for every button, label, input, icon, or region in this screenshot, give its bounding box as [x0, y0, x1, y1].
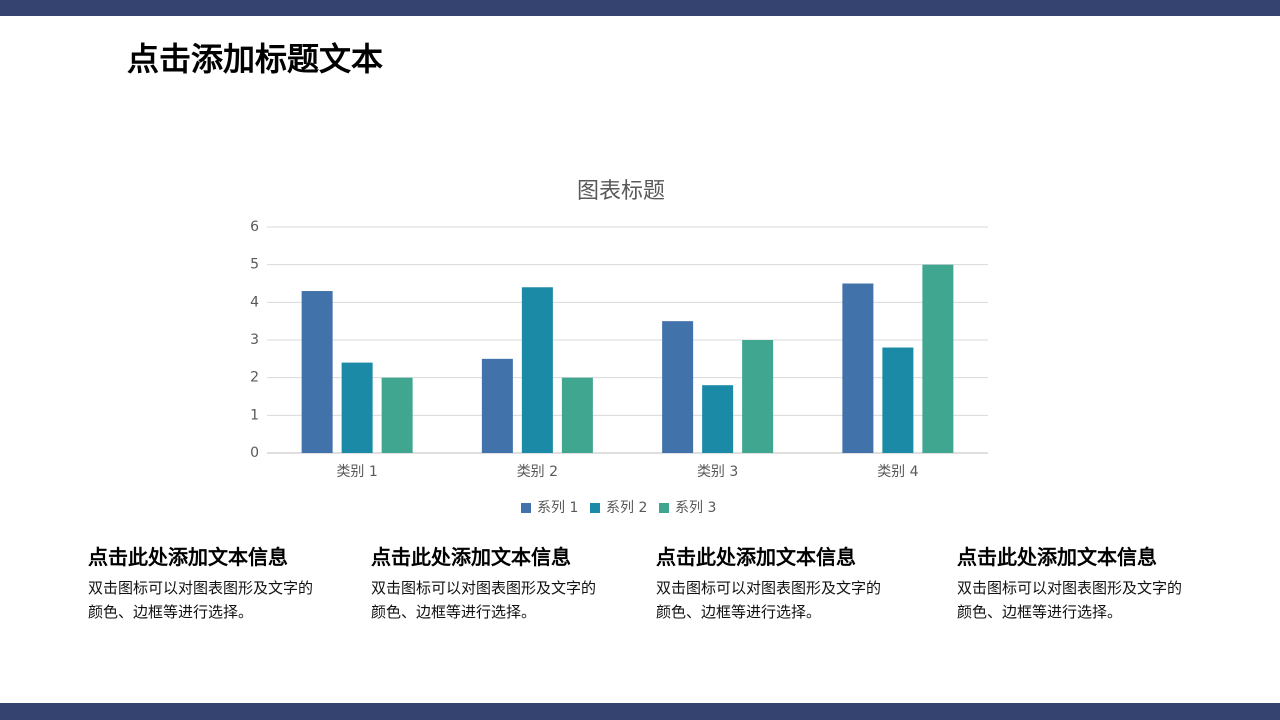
text-block: 点击此处添加文本信息双击图标可以对图表图形及文字的颜色、边框等进行选择。	[957, 541, 1197, 624]
block-heading: 点击此处添加文本信息	[88, 545, 288, 569]
block-heading: 点击此处添加文本信息	[371, 545, 571, 569]
bar	[521, 287, 553, 453]
x-tick-label: 类别 4	[877, 464, 918, 480]
bar	[561, 377, 593, 453]
y-tick-label: 5	[250, 257, 259, 273]
slide-title: 点击添加标题文本	[127, 40, 384, 78]
top-band	[0, 0, 1280, 16]
legend-swatch	[659, 503, 669, 513]
bar	[702, 385, 734, 453]
bottom-band	[0, 703, 1280, 720]
y-tick-label: 4	[250, 294, 259, 310]
bar	[922, 264, 954, 453]
bar	[662, 321, 694, 453]
bar	[742, 340, 774, 453]
block-body: 双击图标可以对图表图形及文字的颜色、边框等进行选择。	[957, 579, 1183, 621]
y-tick-label: 0	[250, 445, 259, 461]
y-tick-label: 2	[250, 370, 259, 386]
chart-title: 图表标题	[577, 179, 665, 204]
legend-swatch	[590, 503, 600, 513]
bar	[481, 358, 513, 453]
x-tick-label: 类别 1	[336, 464, 377, 480]
bar	[301, 291, 333, 453]
x-tick-label: 类别 3	[697, 464, 738, 480]
legend-label: 系列 1	[537, 500, 578, 516]
block-heading: 点击此处添加文本信息	[957, 545, 1157, 569]
y-tick-label: 6	[250, 219, 259, 235]
bar	[842, 283, 874, 453]
bar	[882, 347, 914, 453]
bar	[341, 362, 373, 453]
block-body: 双击图标可以对图表图形及文字的颜色、边框等进行选择。	[88, 579, 314, 621]
text-block: 点击此处添加文本信息双击图标可以对图表图形及文字的颜色、边框等进行选择。	[88, 541, 328, 624]
legend-label: 系列 3	[675, 500, 716, 516]
text-block: 点击此处添加文本信息双击图标可以对图表图形及文字的颜色、边框等进行选择。	[371, 541, 611, 624]
block-heading: 点击此处添加文本信息	[656, 545, 856, 569]
block-body: 双击图标可以对图表图形及文字的颜色、边框等进行选择。	[371, 579, 597, 621]
block-body: 双击图标可以对图表图形及文字的颜色、边框等进行选择。	[656, 579, 882, 621]
legend-label: 系列 2	[606, 500, 647, 516]
legend-swatch	[521, 503, 531, 513]
text-block: 点击此处添加文本信息双击图标可以对图表图形及文字的颜色、边框等进行选择。	[656, 541, 896, 624]
bar	[381, 377, 413, 453]
y-tick-label: 3	[250, 332, 259, 348]
y-tick-label: 1	[250, 407, 259, 423]
x-tick-label: 类别 2	[517, 464, 558, 480]
